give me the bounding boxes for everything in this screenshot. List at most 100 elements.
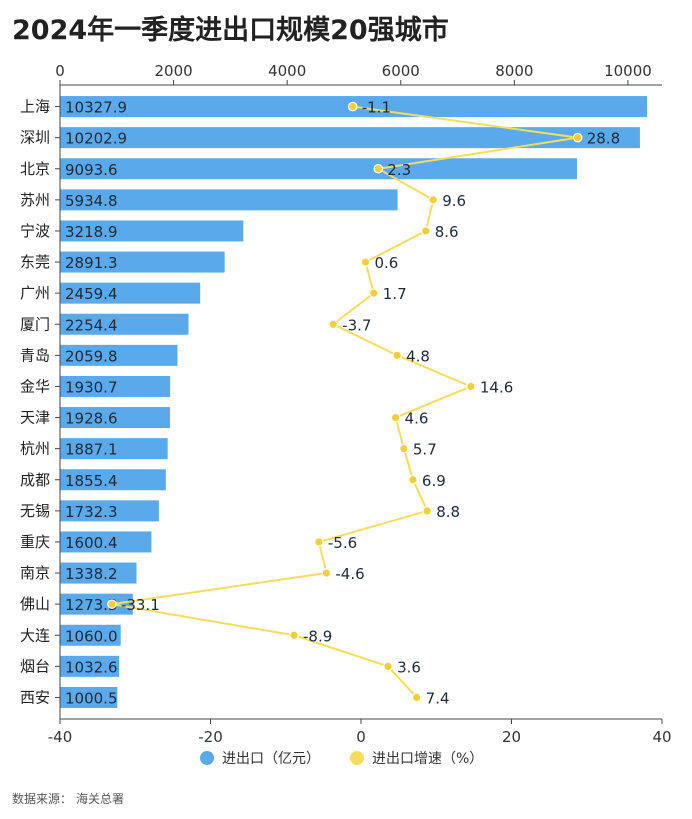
growth-value-label: -8.9 — [303, 627, 332, 645]
growth-point — [373, 163, 384, 174]
bottom-axis-tick-label: 40 — [652, 728, 671, 746]
bar-value-label: 1273.3 — [65, 596, 118, 614]
legend-bar-swatch — [200, 751, 214, 765]
bar-value-label: 10202.9 — [65, 130, 127, 148]
growth-value-label: 2.3 — [387, 161, 411, 179]
category-label: 宁波 — [20, 222, 50, 240]
growth-value-label: -4.6 — [335, 565, 364, 583]
growth-point — [420, 226, 431, 236]
growth-value-label: -33.1 — [121, 596, 160, 614]
category-label: 上海 — [20, 98, 50, 116]
growth-point — [328, 319, 338, 330]
bar — [60, 686, 118, 708]
source-note: 数据来源： 海关总署 — [12, 790, 128, 807]
legend-bar-label: 进出口（亿元） — [222, 751, 320, 767]
bar-value-label: 5934.8 — [65, 192, 118, 210]
growth-point — [408, 474, 418, 485]
category-label: 广州 — [20, 284, 50, 302]
bar-value-label: 9093.6 — [65, 161, 118, 179]
bar — [60, 189, 398, 211]
growth-value-label: 3.6 — [397, 658, 421, 676]
bottom-axis-tick-label: 20 — [502, 728, 521, 746]
growth-point — [314, 537, 324, 547]
category-label: 重庆 — [20, 533, 50, 551]
bar-value-label: 1930.7 — [65, 378, 118, 396]
category-label: 金华 — [20, 377, 50, 395]
bar — [60, 313, 189, 335]
growth-point — [411, 692, 422, 703]
bar — [60, 562, 137, 584]
category-label: 深圳 — [20, 129, 50, 147]
bar-value-label: 1732.3 — [65, 503, 118, 521]
growth-value-label: 14.6 — [480, 378, 513, 396]
category-label: 西安 — [20, 688, 50, 706]
growth-value-label: 1.7 — [383, 285, 407, 303]
growth-point — [321, 568, 332, 578]
bar — [60, 469, 166, 491]
growth-value-label: 7.4 — [426, 689, 450, 707]
category-label: 东莞 — [20, 253, 50, 271]
growth-value-label: 4.6 — [405, 410, 429, 428]
growth-point — [347, 101, 358, 112]
top-axis-tick-label: 4000 — [268, 62, 306, 80]
growth-line — [111, 105, 578, 699]
bar — [60, 127, 640, 149]
category-label: 佛山 — [20, 595, 50, 613]
chart-title: 2024年一季度进出口规模20强城市 — [12, 15, 449, 46]
category-label: 成都 — [20, 471, 50, 489]
bar-value-label: 3218.9 — [65, 223, 118, 241]
bottom-axis-tick-label: -40 — [48, 728, 73, 746]
growth-value-label: 6.9 — [422, 472, 446, 490]
growth-value-label: -3.7 — [342, 316, 371, 334]
bar — [60, 375, 171, 397]
bar-value-label: 2459.4 — [65, 285, 118, 303]
growth-point — [392, 350, 402, 361]
bar-value-label: 1928.6 — [65, 410, 118, 428]
bar — [60, 593, 133, 615]
top-axis-tick-label: 10000 — [604, 62, 652, 80]
category-label: 天津 — [20, 409, 50, 427]
bar — [60, 655, 120, 677]
growth-point — [107, 599, 117, 609]
growth-point — [572, 132, 583, 143]
bar-value-label: 2059.8 — [65, 347, 118, 365]
growth-value-label: 8.6 — [435, 223, 459, 241]
legend-item-bar[interactable]: 进出口（亿元） — [200, 748, 320, 768]
growth-value-label: 0.6 — [375, 254, 399, 272]
category-label: 南京 — [20, 564, 50, 582]
bar — [60, 158, 577, 180]
bar — [60, 251, 225, 273]
bottom-axis-tick-label: 0 — [356, 728, 366, 746]
growth-point — [422, 506, 433, 516]
source-value: 海关总署 — [76, 792, 125, 806]
bar-value-label: 2254.4 — [65, 316, 118, 334]
category-label: 杭州 — [20, 440, 50, 458]
category-label: 厦门 — [20, 315, 50, 333]
bar-value-label: 1855.4 — [65, 472, 118, 490]
legend-item-line[interactable]: 进出口增速（%） — [350, 748, 483, 768]
growth-value-label: -5.6 — [328, 534, 357, 552]
bar-value-label: 1887.1 — [65, 441, 118, 459]
category-label: 烟台 — [20, 657, 50, 675]
growth-value-label: 28.8 — [587, 130, 620, 148]
bar — [60, 344, 178, 366]
source-label: 数据来源： — [12, 792, 73, 806]
bar — [60, 438, 168, 460]
top-axis-tick-label: 8000 — [495, 62, 533, 80]
category-label: 北京 — [20, 160, 50, 178]
bar-value-label: 1338.2 — [65, 565, 118, 583]
growth-value-label: 4.8 — [406, 347, 430, 365]
bar-value-label: 1600.4 — [65, 534, 118, 552]
bar-value-label: 2891.3 — [65, 254, 118, 272]
growth-point — [399, 443, 409, 454]
bar-value-label: 1000.5 — [65, 689, 118, 707]
growth-value-label: -1.1 — [362, 99, 391, 117]
category-label: 青岛 — [20, 346, 50, 364]
bar — [60, 220, 244, 242]
category-label: 大连 — [20, 626, 50, 644]
bar — [60, 500, 159, 522]
growth-point — [289, 630, 299, 641]
bar-value-label: 10327.9 — [65, 99, 127, 117]
category-label: 苏州 — [20, 191, 50, 209]
